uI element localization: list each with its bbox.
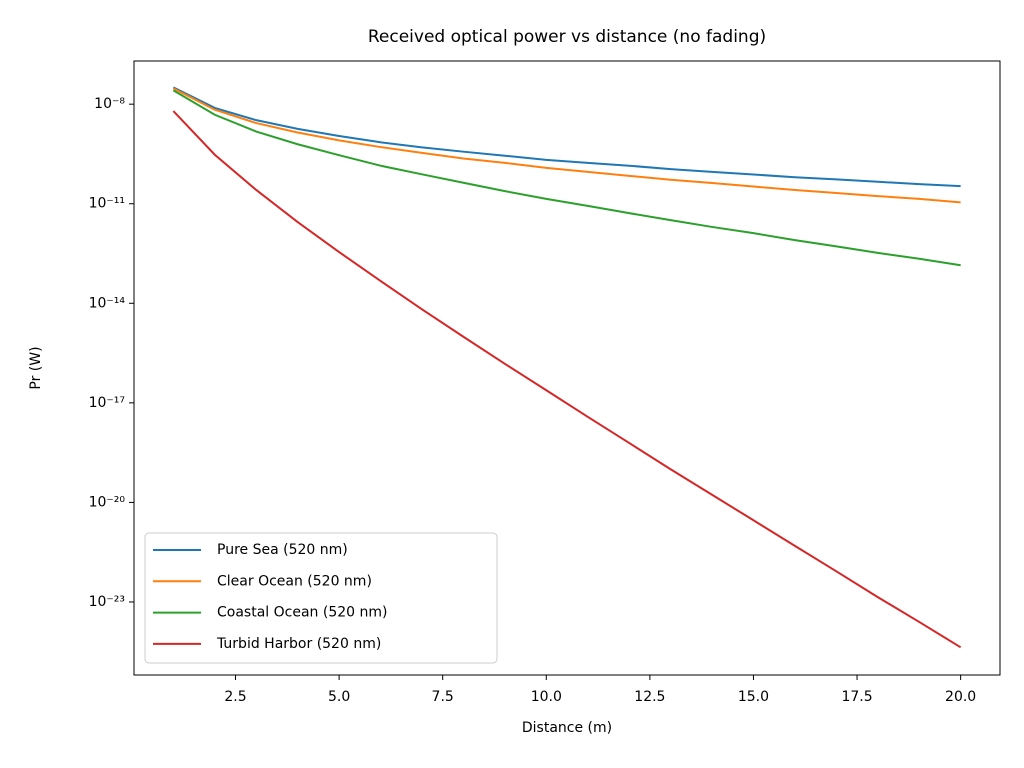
line-series — [172, 87, 961, 204]
x-tick-label: 7.5 — [432, 689, 454, 705]
y-axis-label: Pr (W) — [28, 346, 44, 389]
line-series — [172, 89, 961, 267]
line-series — [172, 110, 962, 649]
x-tick-label: 5.0 — [328, 689, 350, 705]
line-series — [172, 86, 961, 188]
chart-title: Received optical power vs distance (no f… — [368, 27, 766, 47]
x-tick-label: 2.5 — [224, 689, 246, 705]
x-axis-label: Distance (m) — [522, 720, 612, 736]
y-tick-label: 10⁻¹⁴ — [89, 295, 126, 311]
axes-frame — [133, 60, 1001, 676]
legend-label: Clear Ocean (520 nm) — [217, 573, 372, 589]
x-tick-label: 12.5 — [634, 689, 665, 705]
x-tick-label: 10.0 — [531, 689, 562, 705]
y-tick-label: 10⁻⁸ — [94, 96, 125, 112]
legend-label: Pure Sea (520 nm) — [217, 542, 348, 558]
legend-label: Coastal Ocean (520 nm) — [217, 605, 387, 621]
x-tick-label: 20.0 — [945, 689, 976, 705]
y-tick-label: 10⁻¹⁷ — [89, 395, 125, 411]
y-tick-label: 10⁻²³ — [89, 594, 125, 610]
x-tick-label: 17.5 — [841, 689, 872, 705]
y-tick-label: 10⁻¹¹ — [89, 196, 125, 212]
legend-box — [144, 532, 498, 664]
y-tick-label: 10⁻²⁰ — [89, 494, 126, 510]
legend-label: Turbid Harbor (520 nm) — [216, 636, 381, 652]
x-tick-label: 15.0 — [738, 689, 769, 705]
